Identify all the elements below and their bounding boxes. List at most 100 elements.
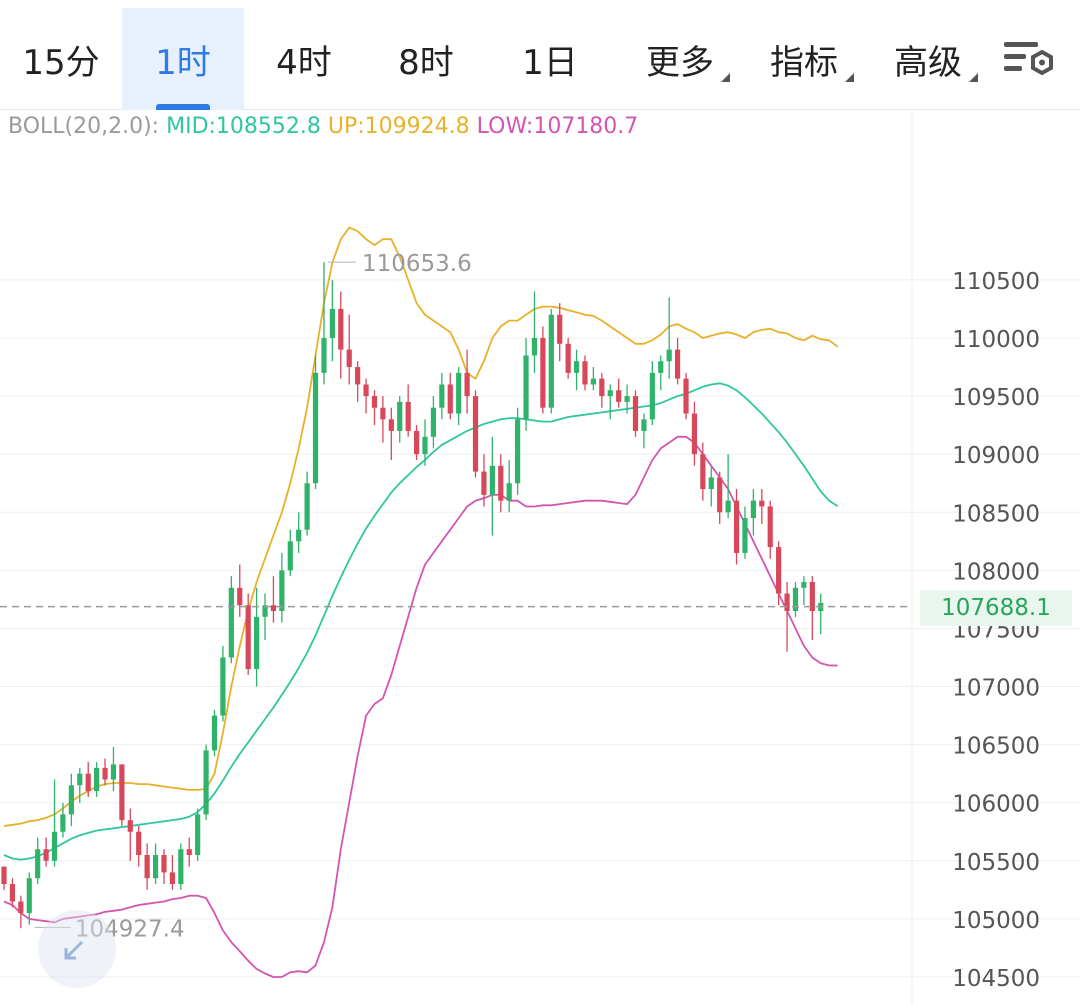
dropdown-triangle-icon: [969, 73, 978, 82]
y-axis-tick-label: 106000: [952, 792, 1040, 818]
candle: [43, 837, 49, 867]
candle: [725, 454, 731, 519]
candle-body: [405, 401, 411, 431]
candle-body: [279, 570, 285, 612]
timeframe-tab-bar: 15分 1时 4时 8时 1日 更多 指标 高级: [0, 0, 1080, 110]
candle-body: [489, 465, 495, 495]
boll-name: BOLL(20,2.0):: [8, 114, 160, 139]
candle-body: [666, 349, 672, 362]
candle: [700, 442, 706, 501]
candle-body: [35, 849, 41, 879]
candle: [346, 314, 352, 385]
candle: [9, 878, 16, 908]
candle: [18, 895, 24, 929]
y-axis-tick-label: 108500: [952, 501, 1040, 527]
candle: [296, 512, 302, 553]
candle: [422, 419, 428, 466]
candle-body: [26, 878, 32, 914]
candle: [237, 564, 243, 617]
candle: [279, 552, 285, 623]
candle-body: [767, 506, 773, 548]
tab-label: 指标: [770, 42, 838, 83]
candle: [430, 396, 437, 449]
candle: [371, 390, 378, 426]
candle-body: [110, 764, 117, 780]
candle: [649, 361, 655, 426]
y-axis-tick-label: 107000: [952, 676, 1040, 702]
candle-body: [717, 477, 723, 513]
candle-body: [658, 361, 664, 373]
candle: [456, 367, 462, 426]
candle: [136, 825, 142, 867]
candle-body: [152, 855, 159, 879]
candle-body: [599, 378, 605, 397]
y-axis-tick-label: 109500: [952, 385, 1040, 411]
candle: [498, 454, 504, 513]
y-axis-tick-label: 109000: [952, 443, 1040, 469]
candle: [186, 837, 192, 867]
candle-body: [624, 396, 630, 402]
candle-body: [776, 547, 782, 594]
candle: [767, 500, 773, 559]
candle-body: [590, 378, 596, 385]
tab-label: 8时: [398, 42, 454, 83]
candle: [388, 407, 394, 460]
candle-body: [262, 605, 268, 617]
candle-body: [94, 767, 100, 792]
candle-body: [178, 849, 184, 885]
candle: [1, 866, 7, 890]
candle-body: [675, 349, 681, 379]
candle: [94, 762, 100, 797]
candle-body: [296, 529, 302, 542]
tab-1hour[interactable]: 1时: [122, 8, 244, 110]
candle-body: [565, 343, 571, 373]
candle-body: [363, 384, 369, 397]
tab-more-dropdown[interactable]: 更多: [626, 8, 734, 110]
candle: [220, 645, 226, 722]
candle-body: [186, 849, 192, 856]
tab-8hour[interactable]: 8时: [364, 8, 488, 110]
candle-body: [127, 820, 133, 832]
y-axis-tick-label: 110000: [952, 327, 1040, 353]
tab-1day[interactable]: 1日: [488, 8, 612, 110]
arrow-down-left-icon: [64, 940, 84, 960]
candle-body: [481, 471, 487, 495]
y-axis-tick-label: 105500: [952, 850, 1040, 876]
boll-mid-line: [3, 382, 839, 861]
candle: [624, 384, 630, 414]
tab-15min[interactable]: 15分: [0, 8, 122, 110]
candle: [169, 855, 175, 890]
candle-body: [136, 831, 142, 856]
candle: [540, 326, 546, 414]
tab-indicators-dropdown[interactable]: 指标: [750, 8, 858, 110]
candle-body: [346, 349, 352, 368]
candle-body: [456, 372, 462, 414]
candle-body: [649, 372, 655, 420]
candle-body: [750, 500, 756, 519]
candle: [557, 303, 563, 362]
candle-body: [9, 884, 16, 902]
candle-body: [43, 849, 49, 861]
candle: [599, 372, 605, 408]
candle: [472, 390, 479, 478]
candle-body: [195, 814, 201, 856]
tab-advanced-dropdown[interactable]: 高级: [874, 8, 982, 110]
candle: [784, 581, 790, 652]
candle: [582, 355, 588, 391]
tab-4hour[interactable]: 4时: [244, 8, 364, 110]
chart-settings-icon[interactable]: [1002, 38, 1058, 82]
candle-body: [380, 407, 386, 420]
candle: [691, 401, 698, 466]
candle: [573, 349, 580, 391]
candle: [68, 773, 74, 826]
dropdown-triangle-icon: [845, 73, 854, 82]
candle: [675, 338, 681, 385]
high-price-annotation: 110653.6: [362, 251, 472, 277]
candle-body: [338, 308, 344, 350]
candle: [481, 454, 487, 507]
candle-body: [355, 367, 361, 385]
candle: [195, 808, 201, 861]
candle: [329, 279, 335, 362]
scroll-to-start-button[interactable]: [38, 910, 116, 988]
